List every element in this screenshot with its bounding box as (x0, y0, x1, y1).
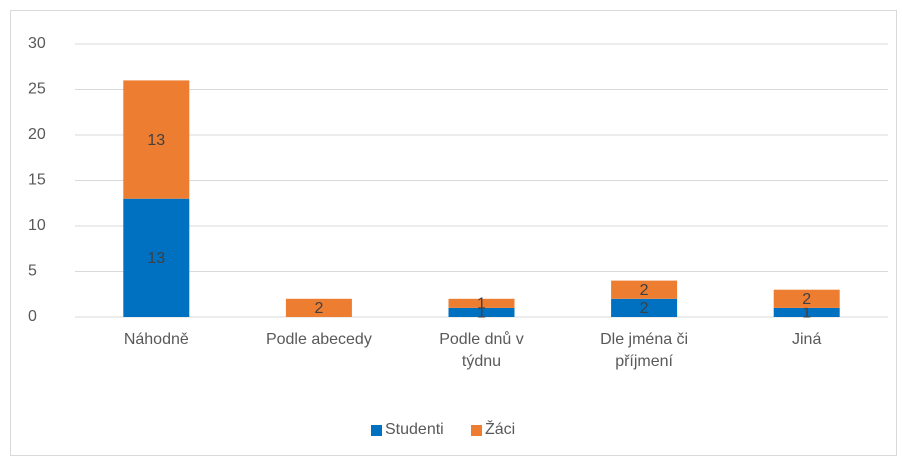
x-tick-label: Podle abecedy (265, 331, 372, 348)
data-label: 13 (147, 250, 165, 267)
bar-segment (611, 280, 678, 299)
data-label: 1 (477, 305, 486, 322)
y-tick-label: 25 (28, 81, 46, 98)
x-tick-label: Podle dnů v týdnu (439, 331, 524, 370)
legend-swatch (371, 424, 382, 436)
legend-entry: Žáci (471, 421, 515, 439)
legend-swatch (471, 424, 482, 436)
legend-label: Studenti (385, 421, 444, 438)
data-label: 2 (640, 282, 649, 299)
data-label: 2 (314, 300, 323, 317)
legend-entry: Studenti (371, 421, 444, 439)
bar-segment (285, 298, 352, 317)
y-tick-label: 0 (28, 308, 37, 325)
data-label: 2 (802, 291, 811, 308)
y-tick-label: 15 (28, 172, 46, 189)
bar-segment (123, 80, 190, 199)
bar-segment (773, 289, 840, 308)
legend-label: Žáci (485, 421, 516, 438)
bar-segment (448, 307, 515, 317)
y-tick-label: 20 (28, 126, 46, 143)
y-tick-label: 30 (28, 35, 46, 52)
bar-segment (448, 298, 515, 308)
bar-segment (611, 298, 678, 317)
data-label: 1 (802, 305, 811, 322)
x-tick-label: Náhodně (123, 331, 189, 348)
x-tick-label: Dle jména či příjmení (600, 331, 689, 370)
x-tick-label: Jiná (792, 331, 822, 348)
data-label: 2 (640, 300, 649, 317)
bar-segment (773, 307, 840, 317)
y-tick-label: 5 (28, 263, 37, 280)
bar-segment (123, 198, 190, 317)
y-tick-label: 10 (28, 217, 46, 234)
data-label: 13 (147, 132, 165, 149)
data-label: 1 (477, 296, 486, 313)
